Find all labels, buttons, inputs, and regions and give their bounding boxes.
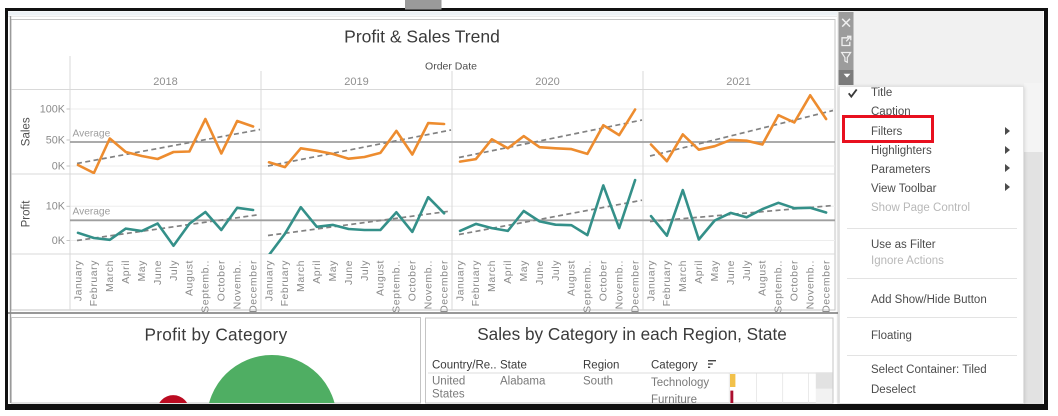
svg-text:Region: Region [583,359,619,371]
svg-text:2019: 2019 [344,76,368,88]
svg-text:United: United [432,375,465,387]
svg-text:May: May [136,260,148,282]
svg-text:Sales: Sales [21,117,33,146]
svg-text:February: February [88,260,100,307]
svg-text:Order Date: Order Date [425,61,477,73]
svg-text:July: July [359,260,371,281]
svg-text:Average: Average [73,129,111,140]
svg-text:Septemb..: Septemb.. [200,260,212,313]
svg-text:Profit & Sales Trend: Profit & Sales Trend [344,27,500,47]
svg-text:May: May [518,260,530,282]
svg-text:2018: 2018 [153,76,177,88]
svg-text:June: June [343,260,355,285]
svg-text:March: March [677,260,689,292]
svg-text:Sales by Category in each Regi: Sales by Category in each Region, State [477,324,787,344]
svg-text:State: State [500,359,527,371]
svg-text:May: May [327,260,339,282]
svg-text:50K: 50K [46,134,66,146]
svg-text:100K: 100K [40,103,66,115]
svg-text:August: August [184,260,196,296]
svg-text:March: March [295,260,307,292]
svg-text:October: October [407,260,419,301]
svg-text:Septemb..: Septemb.. [391,260,403,313]
svg-text:Technology: Technology [651,377,709,389]
svg-text:January: January [72,260,84,301]
svg-text:March: March [486,260,498,292]
svg-text:Category: Category [651,359,698,371]
svg-text:December: December [629,260,641,313]
svg-text:Profit by Category: Profit by Category [145,325,288,345]
svg-text:February: February [279,260,291,307]
svg-text:June: June [534,260,546,285]
svg-text:October: October [598,260,610,301]
svg-text:10K: 10K [46,201,66,213]
svg-text:Average: Average [73,207,111,218]
svg-text:December: December [438,260,450,313]
svg-text:Novemb..: Novemb.. [423,260,435,309]
svg-text:South: South [583,375,613,387]
svg-text:December: December [820,260,832,313]
svg-text:January: January [263,260,275,301]
svg-text:April: April [120,260,132,284]
svg-text:Country/Re..: Country/Re.. [432,359,497,371]
svg-text:October: October [789,260,801,301]
svg-text:April: April [693,260,705,284]
svg-text:August: August [566,260,578,296]
svg-text:October: October [216,260,228,301]
svg-text:Alabama: Alabama [500,375,546,387]
svg-text:April: April [311,260,323,284]
svg-text:February: February [470,260,482,307]
svg-text:Furniture: Furniture [651,394,697,406]
svg-text:August: August [757,260,769,296]
svg-text:January: January [454,260,466,301]
svg-text:June: June [725,260,737,285]
svg-text:July: July [550,260,562,281]
svg-text:2020: 2020 [535,76,559,88]
svg-text:February: February [661,260,673,307]
svg-text:2021: 2021 [726,76,750,88]
svg-text:0K: 0K [52,160,66,172]
svg-text:0K: 0K [52,235,66,247]
svg-text:July: July [741,260,753,281]
svg-text:Septemb..: Septemb.. [773,260,785,313]
svg-text:Septemb..: Septemb.. [582,260,594,313]
svg-text:Profit: Profit [21,200,33,228]
svg-text:January: January [645,260,657,301]
svg-text:Novemb..: Novemb.. [805,260,817,309]
svg-text:June: June [152,260,164,285]
svg-text:Novemb..: Novemb.. [614,260,626,309]
svg-text:Novemb..: Novemb.. [232,260,244,309]
svg-text:July: July [168,260,180,281]
svg-text:April: April [502,260,514,284]
svg-text:December: December [247,260,259,313]
svg-text:March: March [104,260,116,292]
svg-text:States: States [432,389,465,401]
svg-text:August: August [375,260,387,296]
svg-text:May: May [709,260,721,282]
